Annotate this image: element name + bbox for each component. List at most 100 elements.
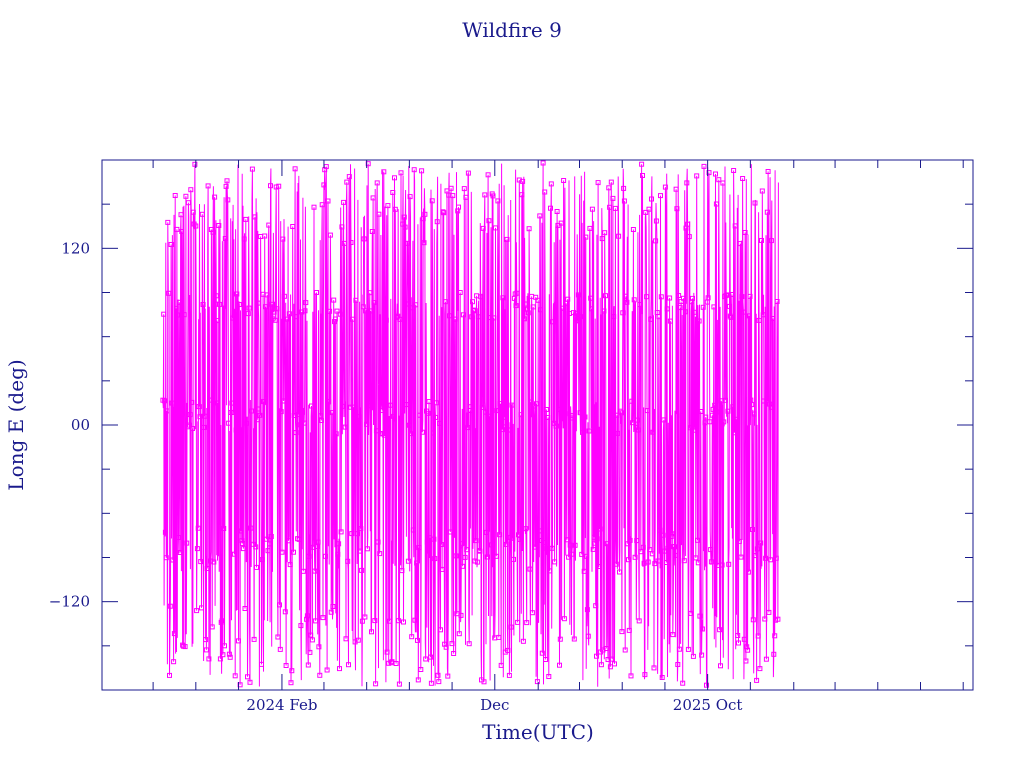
series-point xyxy=(612,205,618,211)
series-point xyxy=(649,196,654,202)
series-point xyxy=(232,673,238,679)
series-point xyxy=(597,526,603,532)
series-point xyxy=(659,675,665,680)
series-point xyxy=(335,551,341,557)
series-point xyxy=(195,525,201,531)
series-point xyxy=(621,185,627,191)
series-point xyxy=(631,297,637,303)
series-point xyxy=(667,318,673,324)
series-point xyxy=(727,303,732,309)
series-point xyxy=(465,170,471,176)
series-point xyxy=(484,554,490,560)
series-point xyxy=(391,413,397,419)
series-point xyxy=(282,609,288,615)
series-point xyxy=(328,609,334,615)
series-point xyxy=(526,226,532,232)
series-point xyxy=(586,428,592,434)
series-point xyxy=(657,527,663,533)
series-point xyxy=(490,193,496,199)
series-point xyxy=(355,637,361,643)
series-point xyxy=(284,316,290,322)
series-point xyxy=(286,311,292,317)
series-point xyxy=(173,305,179,311)
series-point xyxy=(277,602,282,608)
series-point xyxy=(350,316,356,322)
series-point xyxy=(259,661,264,667)
series-point xyxy=(243,216,249,222)
series-point xyxy=(662,548,668,554)
series-point xyxy=(283,663,289,668)
series-point xyxy=(684,180,690,186)
series-point xyxy=(751,411,757,417)
series-point xyxy=(644,408,650,414)
series-point xyxy=(334,308,340,314)
series-point xyxy=(540,160,546,166)
series-point xyxy=(314,290,319,295)
series-point xyxy=(711,304,717,310)
series-point xyxy=(672,552,678,558)
series-point xyxy=(436,679,442,685)
series-point xyxy=(193,223,199,229)
series-point xyxy=(353,297,359,303)
series-point xyxy=(618,410,624,416)
series-point xyxy=(401,214,407,220)
series-point xyxy=(185,200,191,206)
series-point xyxy=(485,172,491,178)
series-point xyxy=(665,545,671,551)
series-point xyxy=(564,537,570,543)
series-point xyxy=(300,409,305,415)
series-point xyxy=(480,225,486,231)
series-point xyxy=(577,410,583,416)
series-point xyxy=(766,609,772,615)
series-point xyxy=(500,295,506,301)
series-point xyxy=(456,631,462,637)
series-point xyxy=(439,566,445,572)
series-point xyxy=(252,214,258,220)
series-point xyxy=(307,649,313,655)
series-point xyxy=(460,312,466,318)
series-point xyxy=(595,180,601,186)
series-point xyxy=(616,233,622,239)
series-point xyxy=(225,197,231,203)
series-point xyxy=(422,211,428,217)
series-point xyxy=(408,431,414,437)
series-point xyxy=(224,178,230,184)
series-point xyxy=(382,432,388,438)
series-point xyxy=(412,617,418,623)
series-point xyxy=(644,294,650,300)
series-point xyxy=(302,308,308,314)
series-point xyxy=(348,240,354,245)
series-point xyxy=(222,236,228,241)
series-point xyxy=(433,414,438,420)
series-point xyxy=(374,180,380,186)
series-point xyxy=(496,634,502,640)
series-point xyxy=(693,555,699,561)
series-point xyxy=(558,220,564,226)
series-point xyxy=(740,176,746,181)
series-point xyxy=(520,178,526,184)
series-point xyxy=(623,293,629,299)
series-point xyxy=(331,297,337,303)
series-point xyxy=(669,531,675,537)
series-point xyxy=(488,542,494,548)
series-point xyxy=(741,636,747,642)
series-point xyxy=(337,311,343,317)
series-point xyxy=(613,561,619,567)
series-point xyxy=(323,553,328,559)
series-point xyxy=(428,654,434,660)
series-point xyxy=(340,403,346,409)
series-point xyxy=(174,226,180,232)
series-point xyxy=(402,224,408,230)
series-point xyxy=(675,662,681,667)
series-point xyxy=(301,420,307,426)
series-point xyxy=(430,430,436,436)
series-point xyxy=(572,542,578,548)
series-point xyxy=(742,230,748,235)
series-point xyxy=(667,295,673,301)
series-point xyxy=(458,612,464,618)
series-point xyxy=(465,425,471,431)
series-point xyxy=(234,291,240,297)
series-point xyxy=(393,661,399,666)
series-point xyxy=(344,179,350,185)
series-point xyxy=(519,192,525,198)
